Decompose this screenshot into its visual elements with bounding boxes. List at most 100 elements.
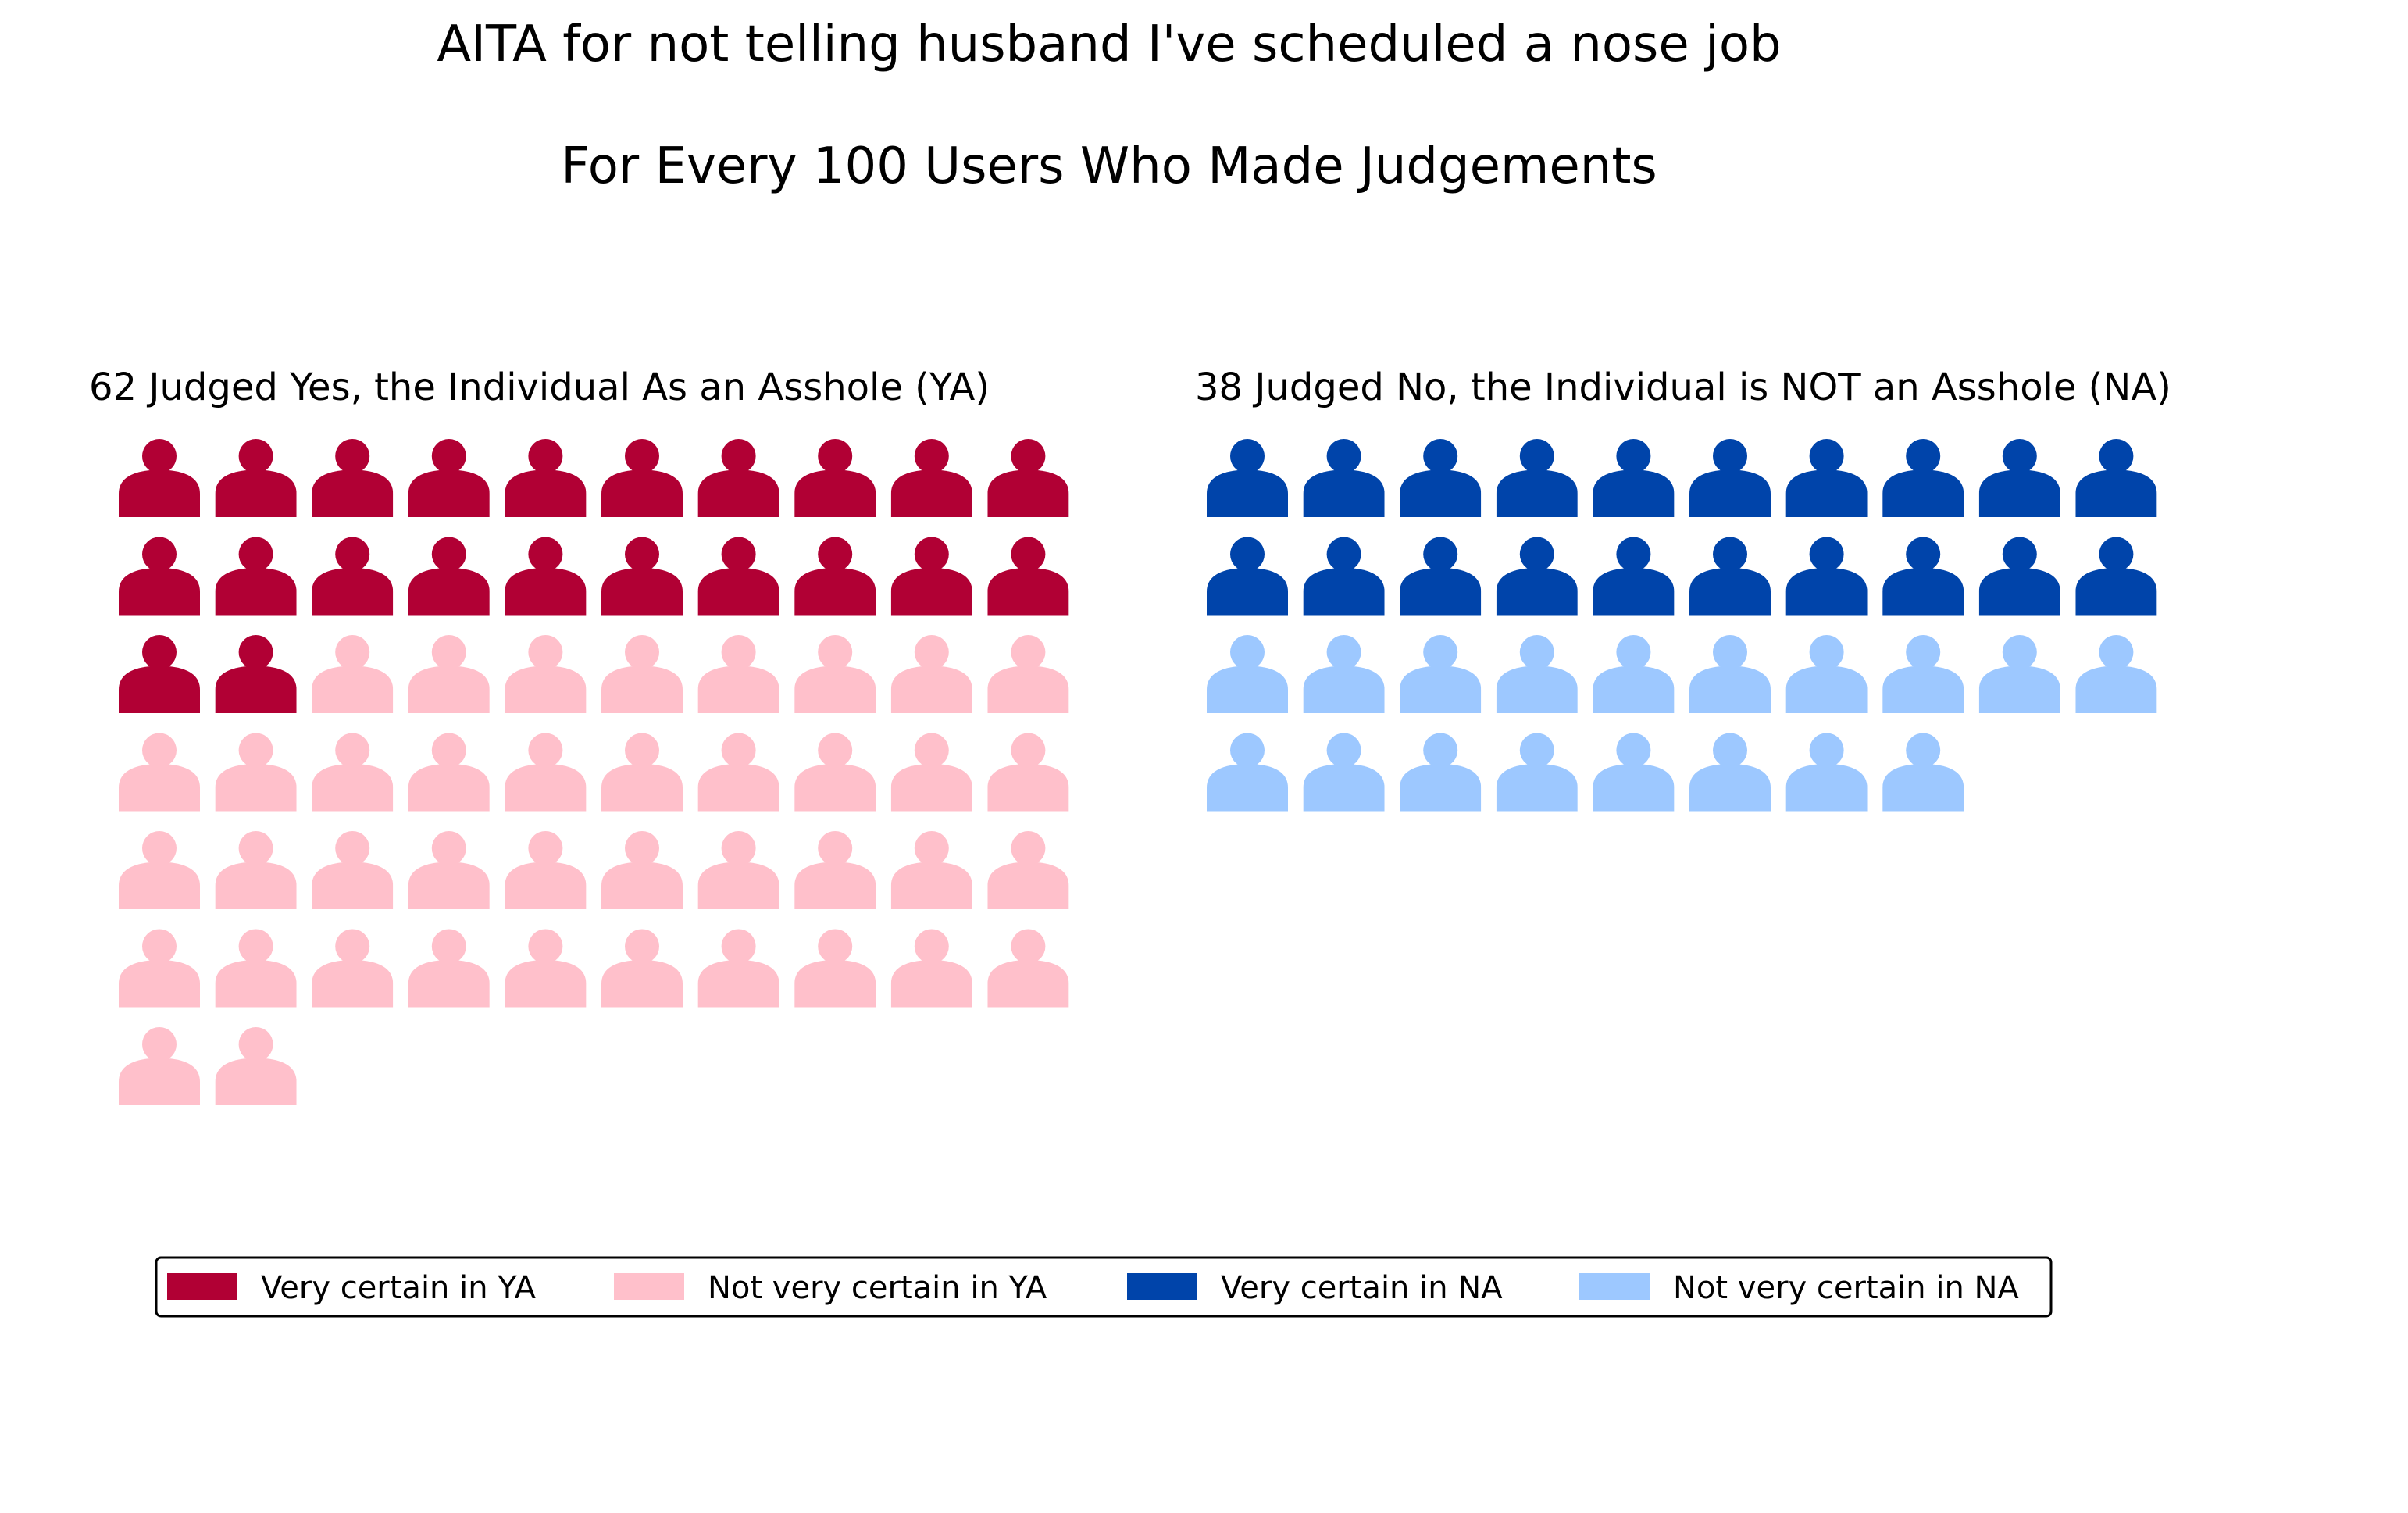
person-icon-ya-very-certain xyxy=(215,537,297,616)
person-icon-na-not-very-certain xyxy=(1978,635,2060,713)
person-icon-ya-not-very-certain xyxy=(215,831,297,909)
person-icon-na-not-very-certain xyxy=(1689,733,1771,812)
person-icon-na-not-very-certain xyxy=(1593,733,1675,812)
person-icon-ya-not-very-certain xyxy=(697,929,779,1008)
person-icon-ya-very-certain xyxy=(215,635,297,713)
person-icon-na-not-very-certain xyxy=(1400,733,1482,812)
person-icon-na-not-very-certain xyxy=(1785,733,1868,812)
person-icon-na-not-very-certain xyxy=(1496,733,1578,812)
person-icon-ya-very-certain xyxy=(987,439,1069,517)
person-icon-na-not-very-certain xyxy=(1689,635,1771,713)
person-icon-na-very-certain xyxy=(1207,537,1288,616)
chart-subtitle: For Every 100 Users Who Made Judgements xyxy=(561,137,1657,195)
person-icon-ya-very-certain xyxy=(987,537,1069,616)
person-icon-ya-not-very-certain xyxy=(215,929,297,1008)
person-icon-ya-not-very-certain xyxy=(119,831,200,909)
person-icon-ya-not-very-certain xyxy=(794,733,876,812)
person-icon-ya-very-certain xyxy=(119,439,200,517)
person-icon-ya-very-certain xyxy=(119,537,200,616)
person-icon-ya-very-certain xyxy=(505,439,587,517)
person-icon-ya-not-very-certain xyxy=(312,733,394,812)
legend-swatch-very-certain-na xyxy=(1127,1273,1197,1300)
person-icon-ya-not-very-certain xyxy=(601,831,683,909)
person-icon-ya-not-very-certain xyxy=(312,635,394,713)
person-icon-ya-not-very-certain xyxy=(119,929,200,1008)
person-icon-ya-very-certain xyxy=(408,537,490,616)
person-icon-ya-not-very-certain xyxy=(890,831,972,909)
person-icon-ya-not-very-certain xyxy=(794,929,876,1008)
icon-grid-ya xyxy=(119,439,1069,1105)
person-icon-ya-not-very-certain xyxy=(505,831,587,909)
person-icon-na-not-very-certain xyxy=(1207,635,1288,713)
person-icon-na-very-certain xyxy=(1689,439,1771,517)
legend-label-not-very-certain-na: Not very certain in NA xyxy=(1673,1270,2019,1306)
person-icon-ya-not-very-certain xyxy=(890,635,972,713)
person-icon-na-very-certain xyxy=(1400,537,1482,616)
legend-swatch-not-very-certain-na xyxy=(1579,1273,1650,1300)
person-icon-na-not-very-certain xyxy=(1496,635,1578,713)
person-icon-ya-very-certain xyxy=(215,439,297,517)
person-icon-na-very-certain xyxy=(1400,439,1482,517)
person-icon-na-very-certain xyxy=(2075,537,2157,616)
person-icon-na-very-certain xyxy=(1785,537,1868,616)
person-icon-ya-not-very-certain xyxy=(987,733,1069,812)
person-icon-ya-not-very-certain xyxy=(119,733,200,812)
person-icon-na-not-very-certain xyxy=(1303,733,1385,812)
person-icon-na-not-very-certain xyxy=(1785,635,1868,713)
person-icon-na-very-certain xyxy=(1593,537,1675,616)
person-icon-ya-very-certain xyxy=(601,439,683,517)
person-icon-ya-not-very-certain xyxy=(312,831,394,909)
panel-title-ya: 62 Judged Yes, the Individual As an Assh… xyxy=(89,366,990,409)
person-icon-ya-not-very-certain xyxy=(312,929,394,1008)
legend-frame xyxy=(155,1256,2053,1318)
person-icon-ya-not-very-certain xyxy=(119,1027,200,1105)
person-icon-na-very-certain xyxy=(1593,439,1675,517)
person-icon-ya-very-certain xyxy=(794,439,876,517)
person-icon-ya-not-very-certain xyxy=(215,1027,297,1105)
person-icon-na-very-certain xyxy=(1882,537,1964,616)
legend-swatch-very-certain-ya xyxy=(167,1273,237,1300)
person-icon-na-not-very-certain xyxy=(1303,635,1385,713)
person-icon-ya-not-very-certain xyxy=(408,929,490,1008)
person-icon-ya-not-very-certain xyxy=(697,733,779,812)
person-icon-ya-not-very-certain xyxy=(987,831,1069,909)
person-icon-ya-not-very-certain xyxy=(505,929,587,1008)
chart-title: AITA for not telling husband I've schedu… xyxy=(437,16,1781,73)
person-icon-ya-not-very-certain xyxy=(794,635,876,713)
person-icon-ya-very-certain xyxy=(697,537,779,616)
person-icon-na-very-certain xyxy=(1496,537,1578,616)
person-icon-ya-very-certain xyxy=(505,537,587,616)
person-icon-ya-very-certain xyxy=(408,439,490,517)
person-icon-ya-not-very-certain xyxy=(505,733,587,812)
person-icon-na-very-certain xyxy=(1303,537,1385,616)
person-icon-na-not-very-certain xyxy=(1207,733,1288,812)
person-icon-ya-not-very-certain xyxy=(601,733,683,812)
legend-swatch-not-very-certain-ya xyxy=(614,1273,684,1300)
person-icon-na-very-certain xyxy=(1689,537,1771,616)
panel-title-na: 38 Judged No, the Individual is NOT an A… xyxy=(1195,366,2171,409)
legend-label-very-certain-na: Very certain in NA xyxy=(1221,1270,1503,1306)
person-icon-na-very-certain xyxy=(1785,439,1868,517)
legend-label-not-very-certain-ya: Not very certain in YA xyxy=(708,1270,1047,1306)
person-icon-na-very-certain xyxy=(1882,439,1964,517)
person-icon-ya-very-certain xyxy=(601,537,683,616)
person-icon-ya-not-very-certain xyxy=(697,831,779,909)
icon-grid-na xyxy=(1207,439,2157,812)
person-icon-na-not-very-certain xyxy=(1882,733,1964,812)
person-icon-ya-very-certain xyxy=(697,439,779,517)
person-icon-ya-not-very-certain xyxy=(890,929,972,1008)
person-icon-na-very-certain xyxy=(1978,439,2060,517)
person-icon-ya-very-certain xyxy=(794,537,876,616)
person-icon-na-very-certain xyxy=(1303,439,1385,517)
person-icon-na-not-very-certain xyxy=(2075,635,2157,713)
person-icon-na-very-certain xyxy=(1207,439,1288,517)
legend: Very certain in YA Not very certain in Y… xyxy=(155,1256,2053,1318)
legend-label-very-certain-ya: Very certain in YA xyxy=(261,1270,537,1306)
person-icon-ya-very-certain xyxy=(890,439,972,517)
person-icon-na-very-certain xyxy=(1978,537,2060,616)
person-icon-ya-not-very-certain xyxy=(794,831,876,909)
person-icon-ya-not-very-certain xyxy=(601,929,683,1008)
person-icon-ya-not-very-certain xyxy=(697,635,779,713)
person-icon-ya-not-very-certain xyxy=(601,635,683,713)
